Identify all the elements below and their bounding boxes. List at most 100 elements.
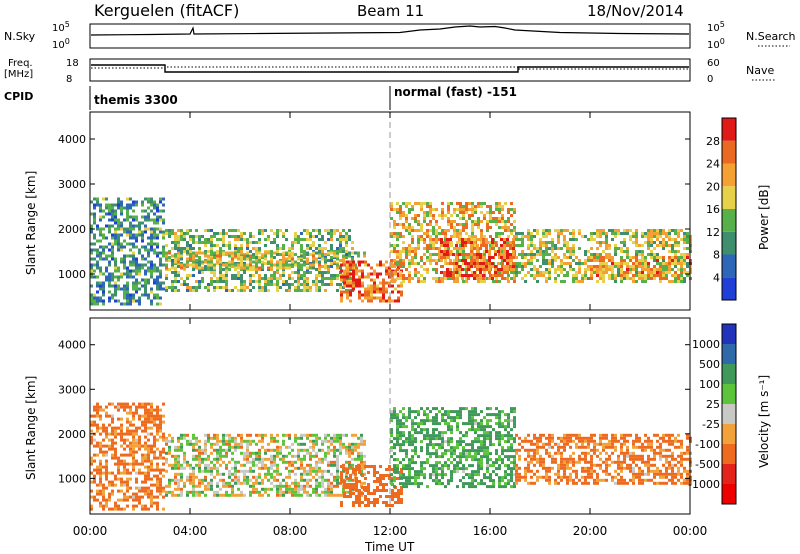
echo-pixel (465, 226, 468, 229)
echo-pixel (114, 429, 117, 433)
echo-pixel (671, 259, 674, 262)
echo-pixel (339, 238, 342, 241)
echo-pixel (237, 493, 240, 497)
echo-pixel (397, 284, 400, 288)
echo-pixel (501, 259, 504, 262)
echo-pixel (174, 244, 177, 247)
echo-pixel (590, 247, 593, 250)
echo-pixel (459, 208, 462, 211)
echo-pixel (96, 408, 99, 412)
echo-pixel (408, 464, 411, 468)
echo-pixel (464, 253, 467, 256)
echo-pixel (485, 241, 488, 244)
echo-pixel (192, 247, 195, 250)
echo-pixel (309, 232, 312, 235)
echo-pixel (471, 238, 474, 241)
echo-pixel (228, 469, 231, 473)
echo-pixel (156, 203, 159, 207)
echo-pixel (210, 247, 213, 250)
echo-pixel (500, 268, 503, 271)
echo-pixel (195, 254, 198, 258)
echo-pixel (288, 445, 291, 449)
echo-pixel (402, 226, 405, 229)
echo-pixel (390, 244, 393, 247)
echo-pixel (294, 263, 297, 267)
echo-pixel (494, 274, 497, 277)
echo-pixel (324, 487, 327, 491)
echo-pixel (423, 247, 426, 250)
echo-pixel (159, 414, 162, 418)
echo-pixel (96, 248, 99, 252)
echo-pixel (488, 259, 491, 262)
echo-pixel (111, 209, 114, 213)
echo-pixel (527, 259, 530, 262)
echo-pixel (135, 462, 138, 466)
echo-pixel (355, 495, 358, 498)
echo-pixel (438, 422, 441, 426)
echo-pixel (252, 451, 255, 455)
echo-pixel (246, 469, 249, 473)
echo-pixel (150, 203, 153, 207)
echo-pixel (417, 470, 420, 474)
echo-pixel (358, 275, 361, 279)
echo-pixel (361, 486, 364, 489)
echo-pixel (358, 281, 361, 285)
echo-pixel (288, 257, 291, 261)
echo-pixel (198, 241, 201, 244)
echo-pixel (144, 480, 147, 484)
echo-pixel (539, 271, 542, 274)
echo-pixel (168, 439, 171, 443)
echo-pixel (435, 464, 438, 468)
echo-pixel (461, 244, 464, 247)
echo-pixel (402, 476, 405, 480)
echo-pixel (441, 413, 444, 417)
echo-pixel (513, 220, 516, 223)
echo-pixel (318, 244, 321, 247)
echo-pixel (297, 481, 300, 485)
echo-pixel (683, 280, 686, 283)
echo-pixel (452, 262, 455, 265)
echo-pixel (234, 442, 237, 446)
echo-pixel (96, 489, 99, 493)
echo-pixel (533, 277, 536, 280)
echo-pixel (355, 489, 358, 492)
echo-pixel (357, 436, 360, 440)
echo-pixel (444, 232, 447, 235)
echo-pixel (294, 454, 297, 458)
echo-pixel (93, 459, 96, 463)
echo-pixel (346, 495, 349, 498)
echo-pixel (225, 232, 228, 235)
echo-pixel (291, 265, 294, 268)
echo-pixel (665, 277, 668, 280)
echo-pixel (680, 277, 683, 280)
echo-pixel (459, 211, 462, 214)
colorbar-frame (721, 117, 737, 301)
echo-pixel (596, 229, 599, 232)
echo-pixel (105, 429, 108, 433)
echo-pixel (207, 283, 210, 286)
echo-pixel (270, 436, 273, 440)
echo-pixel (357, 254, 360, 258)
echo-pixel (632, 241, 635, 244)
echo-pixel (102, 233, 105, 237)
echo-pixel (346, 296, 349, 300)
echo-pixel (417, 223, 420, 226)
echo-pixel (282, 247, 285, 250)
echo-pixel (294, 271, 297, 274)
echo-pixel (345, 472, 348, 476)
echo-pixel (563, 268, 566, 271)
echo-pixel (459, 235, 462, 238)
echo-pixel (114, 501, 117, 505)
echo-pixel (138, 221, 141, 225)
echo-pixel (399, 250, 402, 253)
echo-pixel (354, 472, 357, 476)
echo-pixel (234, 445, 237, 449)
echo-pixel (339, 244, 342, 247)
echo-pixel (231, 478, 234, 482)
echo-pixel (432, 434, 435, 438)
echo-pixel (563, 280, 566, 283)
echo-pixel (396, 467, 399, 471)
echo-pixel (527, 235, 530, 238)
